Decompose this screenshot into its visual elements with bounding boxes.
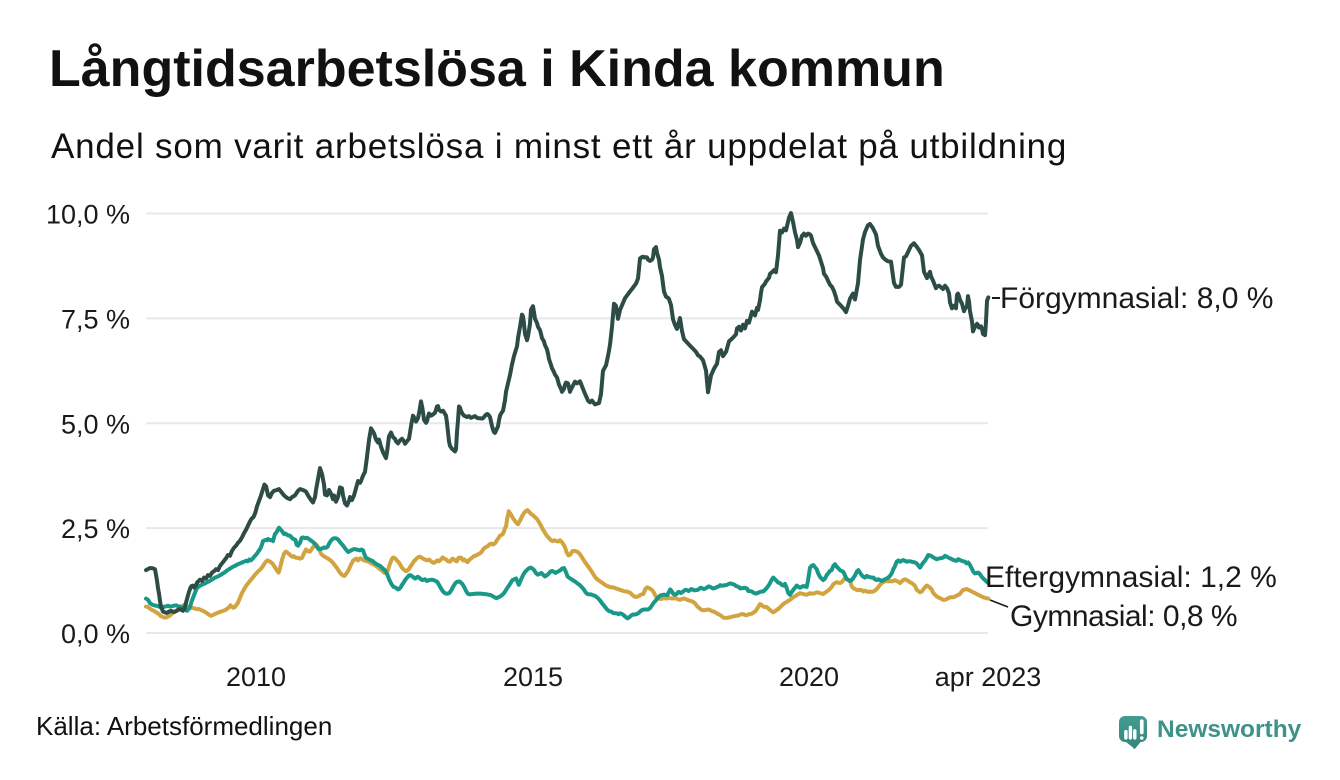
svg-text:Förgymnasial: 8,0 %: Förgymnasial: 8,0 % (1000, 282, 1273, 315)
svg-text:10,0 %: 10,0 % (46, 200, 130, 230)
svg-text:2010: 2010 (226, 662, 286, 692)
svg-text:5,0 %: 5,0 % (61, 409, 130, 439)
svg-text:2020: 2020 (779, 662, 839, 692)
svg-text:7,5 %: 7,5 % (61, 304, 130, 334)
svg-text:Eftergymnasial: 1,2 %: Eftergymnasial: 1,2 % (985, 561, 1277, 594)
svg-text:2015: 2015 (503, 662, 563, 692)
svg-text:0,0 %: 0,0 % (61, 619, 130, 649)
svg-text:2,5 %: 2,5 % (61, 514, 130, 544)
svg-text:Gymnasial: 0,8 %: Gymnasial: 0,8 % (1010, 600, 1237, 633)
svg-text:apr 2023: apr 2023 (935, 662, 1042, 692)
